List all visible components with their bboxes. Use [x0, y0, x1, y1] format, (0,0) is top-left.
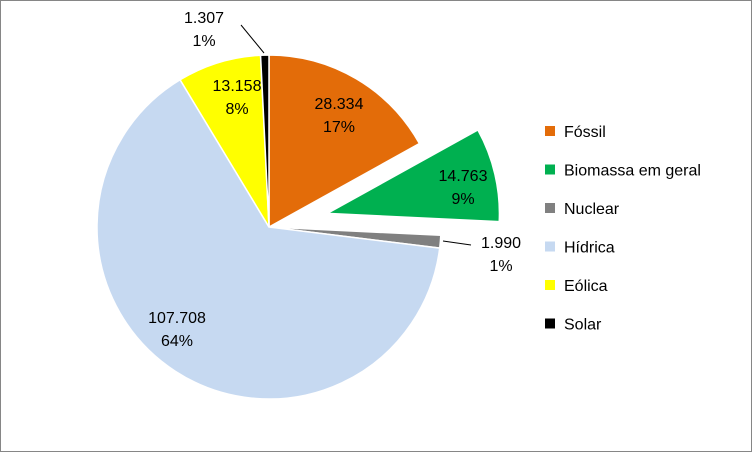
data-label-value-eolica: 13.158 [213, 78, 262, 95]
legend-label-solar: Solar [564, 317, 602, 334]
leader-line-solar [240, 24, 265, 54]
pie-slice-biomassa-em-geral [324, 128, 501, 223]
data-label-value-fossil: 28.334 [315, 96, 364, 113]
pie-slice-fossil [268, 54, 421, 229]
pie-slice-hidrica [96, 78, 441, 400]
data-label-value-nuclear: 1.990 [481, 235, 521, 252]
legend-label-fossil: Fóssil [564, 124, 606, 141]
legend-label-eolica: Eólica [564, 278, 608, 295]
data-label-percent-hidrica: 64% [161, 333, 193, 350]
pie-slice-solar [259, 54, 270, 228]
data-label-percent-nuclear: 1% [489, 258, 512, 275]
legend-swatch-fossil [545, 126, 555, 136]
legend-swatch-solar [545, 318, 555, 329]
data-label-percent-solar: 1% [192, 33, 215, 50]
legend-label-hidrica: Hídrica [564, 240, 615, 257]
legend-label-nuclear: Nuclear [564, 201, 620, 218]
data-label-value-hidrica: 107.708 [148, 310, 206, 327]
legend-label-biomassa-em-geral: Biomassa em geral [564, 163, 701, 180]
data-label-percent-biomassa-em-geral: 9% [451, 191, 474, 208]
data-label-value-solar: 1.307 [184, 10, 224, 27]
leader-line-nuclear [442, 240, 472, 246]
legend-swatch-nuclear [545, 203, 555, 213]
data-label-value-biomassa-em-geral: 14.763 [439, 168, 488, 185]
data-label-percent-fossil: 17% [323, 119, 355, 136]
data-label-percent-eolica: 8% [225, 101, 248, 118]
legend-swatch-hidrica [545, 241, 555, 252]
legend-swatch-biomassa-em-geral [545, 164, 555, 175]
legend-swatch-eolica [545, 280, 555, 290]
